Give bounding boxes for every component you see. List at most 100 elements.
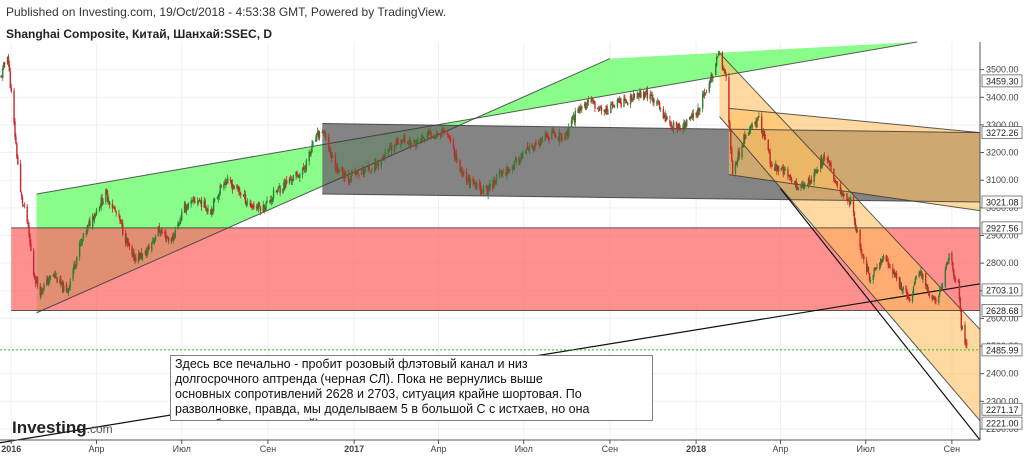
candle-down xyxy=(808,179,811,184)
candle-down xyxy=(607,113,609,115)
candle-up xyxy=(92,215,94,228)
candle-down xyxy=(362,169,365,174)
x-tick-label: Апр xyxy=(772,444,788,454)
candle-up xyxy=(879,263,881,270)
price-badge-box xyxy=(981,416,1023,430)
candle-down xyxy=(106,189,108,193)
candle-up xyxy=(132,252,134,256)
candle-down xyxy=(624,97,626,101)
candle-up xyxy=(747,133,750,135)
candle-up xyxy=(257,202,260,209)
y-tick-label: 2600.00 xyxy=(986,313,1019,323)
candle-up xyxy=(494,182,497,184)
candle-up xyxy=(692,113,695,118)
candle-down xyxy=(761,133,764,137)
candle-up xyxy=(914,277,917,283)
candle-down xyxy=(926,284,929,290)
candle-up xyxy=(717,53,720,56)
candle-down xyxy=(256,206,259,208)
candle-up xyxy=(0,76,2,78)
candle-down xyxy=(731,160,734,175)
candle-down xyxy=(815,170,817,173)
candle-up xyxy=(541,139,544,141)
candle-up xyxy=(945,263,947,269)
candle-down xyxy=(493,181,496,184)
candle-up xyxy=(487,186,489,196)
candle-down xyxy=(107,194,109,202)
x-tick-label: Апр xyxy=(89,444,105,454)
candle-down xyxy=(259,207,262,212)
candle-up xyxy=(520,156,522,162)
candle-up xyxy=(403,136,405,139)
y-tick-label: 3200.00 xyxy=(986,148,1019,158)
candle-down xyxy=(347,173,350,181)
candle-up xyxy=(351,172,353,174)
candle-up xyxy=(429,132,431,134)
candle-down xyxy=(237,185,239,189)
candle-down xyxy=(338,170,340,172)
published-header: Published on Investing.com, 19/Oct/2018 … xyxy=(6,5,447,19)
candle-up xyxy=(807,179,810,185)
price-badge-box xyxy=(981,283,1023,297)
candle-down xyxy=(14,121,16,137)
candle-up xyxy=(301,168,304,175)
candle-down xyxy=(723,69,725,71)
candle-up xyxy=(271,198,274,200)
candle-up xyxy=(708,83,710,92)
candle-up xyxy=(813,173,815,182)
candle-up xyxy=(48,276,51,282)
candle-down xyxy=(564,136,566,138)
candle-up xyxy=(179,221,181,224)
x-tick-label: 2017 xyxy=(344,444,364,454)
candle-up xyxy=(751,125,754,127)
candles xyxy=(0,50,968,349)
candle-down xyxy=(322,132,324,134)
candle-down xyxy=(17,156,19,165)
candle-down xyxy=(863,256,865,260)
candle-down xyxy=(671,124,673,127)
candle-up xyxy=(710,74,712,82)
candle-down xyxy=(829,163,831,165)
candle-down xyxy=(231,183,234,190)
candle-up xyxy=(360,168,363,175)
candle-up xyxy=(525,147,528,151)
candle-down xyxy=(354,171,356,174)
candle-down xyxy=(691,114,694,117)
candle-down xyxy=(29,234,31,244)
candle-down xyxy=(21,197,24,204)
candle-down xyxy=(135,257,137,261)
candle-up xyxy=(657,102,659,104)
candle-up xyxy=(325,136,327,138)
gray-flat-channel-edge xyxy=(322,123,981,134)
candle-up xyxy=(456,158,458,160)
candle-up xyxy=(375,162,378,168)
candle-up xyxy=(605,105,607,113)
candle-down xyxy=(382,157,384,159)
candle-up xyxy=(783,170,785,175)
candle-down xyxy=(587,100,590,102)
candle-down xyxy=(764,138,767,140)
candle-up xyxy=(434,137,437,139)
candle-down xyxy=(131,246,133,255)
candle-down xyxy=(957,280,960,283)
candle-down xyxy=(908,297,910,299)
candle-up xyxy=(820,158,822,169)
candle-down xyxy=(553,128,555,131)
candle-down xyxy=(344,172,346,179)
candle-up xyxy=(809,180,812,184)
candle-up xyxy=(272,190,275,198)
candle-up xyxy=(701,93,704,109)
candle-up xyxy=(485,186,487,189)
symbol-title: Shanghai Composite, Китай, Шанхай:SSEC, … xyxy=(6,27,273,41)
candle-up xyxy=(72,270,74,280)
candle-up xyxy=(745,134,747,139)
price-badge-label: 2221.00 xyxy=(986,419,1019,429)
candle-down xyxy=(205,206,207,211)
candle-up xyxy=(925,285,928,287)
candle-up xyxy=(697,107,699,117)
candle-down xyxy=(835,182,838,184)
candle-up xyxy=(629,95,632,105)
candle-down xyxy=(827,158,829,161)
candle-down xyxy=(795,182,798,188)
